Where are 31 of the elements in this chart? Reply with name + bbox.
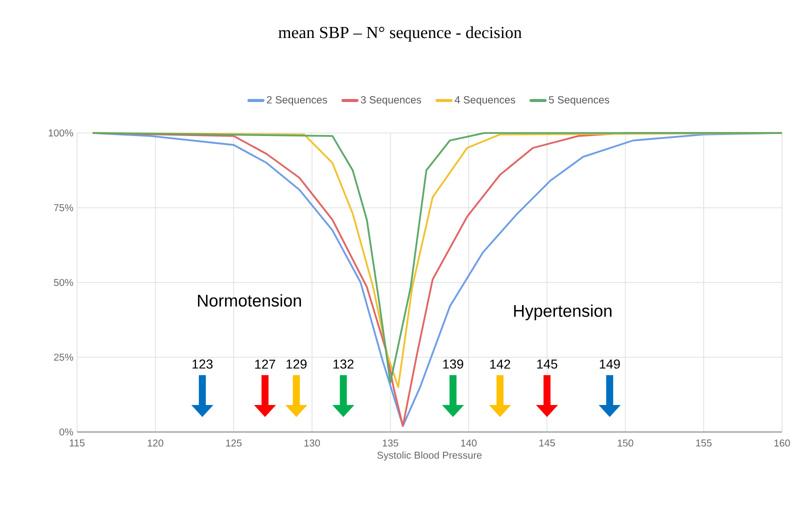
x-tick-label: 155	[696, 440, 712, 446]
x-tick-label: 160	[774, 440, 790, 447]
ref-line-label: 149	[600, 359, 620, 369]
annotation: Hypertension	[514, 304, 612, 320]
x-tick-label: 140	[461, 440, 477, 447]
x-axis-title: Systolic Blood Pressure	[377, 451, 482, 461]
ref-line-label: 129	[286, 359, 307, 369]
ref-line-label: 142	[490, 360, 510, 369]
x-tick-label: 115	[70, 440, 85, 446]
y-tick-label: 0%	[59, 428, 74, 436]
legend-label: 4 Sequences	[454, 96, 516, 106]
x-tick-label: 145	[539, 440, 555, 446]
chart-title: mean SBP – N° sequence - decision	[278, 26, 522, 42]
ref-line-label: 139	[443, 359, 464, 369]
x-tick-label: 130	[304, 440, 320, 447]
legend-label: 2 Sequences	[266, 96, 328, 106]
x-tick-label: 120	[148, 440, 164, 447]
y-tick-label: 75%	[54, 204, 74, 212]
ref-line-label: 145	[537, 360, 558, 369]
x-tick-label: 125	[226, 440, 242, 447]
x-tick-label: 150	[618, 440, 634, 447]
legend-label: 3 Sequences	[360, 96, 422, 106]
annotation: Normotension	[198, 294, 301, 307]
ref-line-label: 127	[255, 360, 276, 369]
ref-line-label: 132	[334, 359, 354, 369]
legend-label: 5 Sequences	[548, 96, 610, 106]
y-tick-label: 25%	[54, 354, 74, 361]
y-tick-label: 100%	[48, 129, 74, 137]
x-tick-label: 135	[382, 440, 398, 447]
y-tick-label: 50%	[54, 278, 74, 286]
ref-line-label: 123	[192, 359, 213, 369]
